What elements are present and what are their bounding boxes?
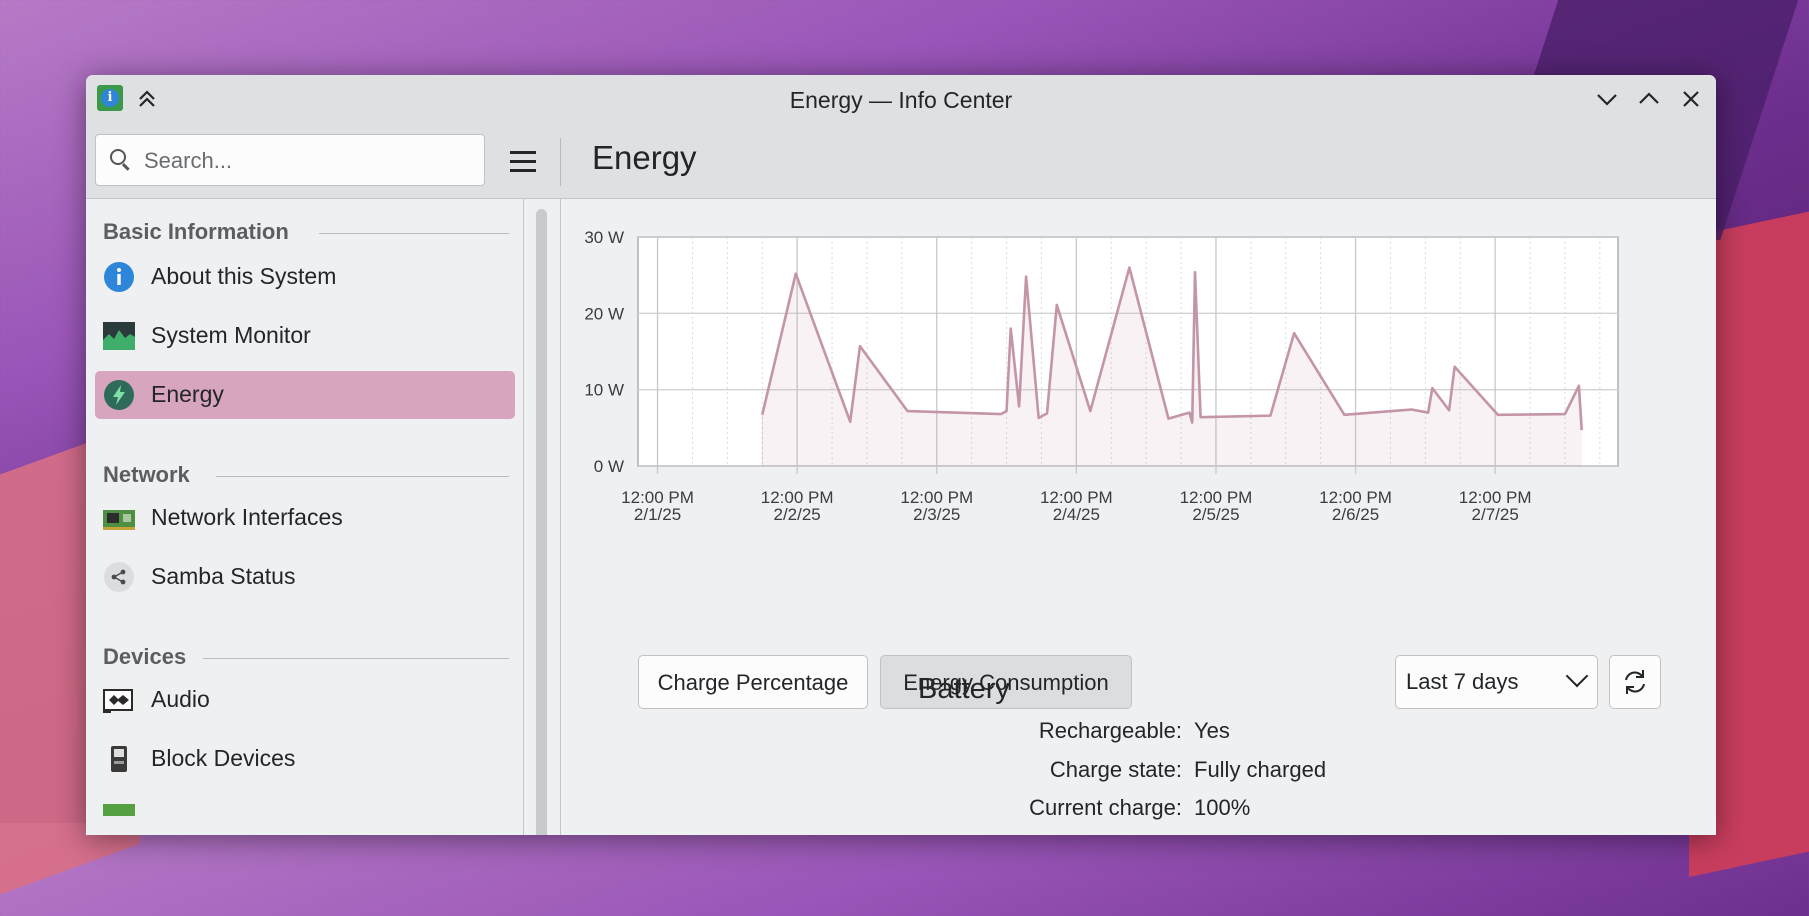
sidebar-item-label: About this System [151, 263, 337, 289]
close-button[interactable] [1677, 85, 1705, 113]
sidebar-item-system-monitor[interactable]: System Monitor [95, 312, 515, 360]
x-tick-date: 2/3/25 [913, 505, 960, 524]
x-tick-date: 2/7/25 [1472, 505, 1519, 524]
battery-heading: Battery [918, 673, 1010, 705]
keep-above-button[interactable] [133, 85, 161, 113]
info-center-window: Energy — Info Center i Energy Basic Info [86, 75, 1716, 835]
y-tick-label: 0 W [594, 457, 624, 476]
current-charge-label: Current charge: [1029, 795, 1182, 820]
header-separator [560, 138, 561, 186]
section-basic-information: Basic Information [103, 219, 289, 244]
hamburger-icon [510, 151, 536, 154]
x-tick-date: 2/5/25 [1192, 505, 1239, 524]
sidebar-item-label: Audio [151, 686, 210, 712]
x-tick-time: 12:00 PM [761, 488, 834, 507]
x-tick-time: 12:00 PM [1180, 488, 1253, 507]
energy-consumption-button[interactable]: Energy Consumption [880, 655, 1132, 709]
x-tick-date: 2/2/25 [774, 505, 821, 524]
x-tick-date: 2/6/25 [1332, 505, 1379, 524]
refresh-button[interactable] [1609, 655, 1661, 709]
chevron-down-icon [1597, 94, 1617, 106]
sidebar-item-label: System Monitor [151, 322, 311, 348]
time-range-select[interactable]: Last 7 days [1395, 655, 1598, 709]
sidebar-item-label: Network Interfaces [151, 504, 343, 530]
maximize-button[interactable] [1635, 85, 1663, 113]
energy-icon [104, 380, 134, 410]
section-divider [203, 658, 509, 659]
series-area [762, 267, 1582, 466]
chevron-up-icon [1639, 92, 1659, 104]
section-devices: Devices [103, 644, 187, 669]
section-divider [319, 233, 509, 234]
app-icon[interactable]: i [97, 85, 123, 111]
sidebar-item-audio[interactable]: Audio [95, 676, 515, 724]
current-charge-value: 100% [1194, 795, 1251, 820]
x-tick-date: 2/4/25 [1053, 505, 1100, 524]
sidebar-item-label: Block Devices [151, 745, 296, 771]
time-range-value: Last 7 days [1406, 669, 1519, 694]
double-chevron-up-icon [139, 90, 155, 107]
info-icon [104, 262, 134, 292]
charge-state-label: Charge state: [1049, 757, 1182, 782]
sidebar-item-about-this-system[interactable]: About this System [95, 253, 515, 301]
sidebar-item-block-devices[interactable]: Block Devices [95, 735, 515, 783]
y-tick-label: 10 W [584, 381, 624, 400]
y-tick-label: 20 W [584, 304, 624, 323]
close-icon [1683, 91, 1699, 107]
search-input[interactable] [142, 143, 476, 179]
sidebar-item-label: Samba Status [151, 563, 296, 589]
charge-state-value: Fully charged [1194, 757, 1327, 782]
charge-percentage-button[interactable]: Charge Percentage [638, 655, 868, 709]
sidebar-item-network-interfaces[interactable]: Network Interfaces [95, 494, 515, 542]
section-divider [216, 476, 509, 477]
search-field[interactable] [95, 134, 485, 186]
sidebar-item-partial[interactable] [95, 794, 515, 835]
scrollbar-thumb[interactable] [536, 209, 547, 835]
sidebar-item-label: Energy [151, 381, 224, 407]
search-icon [110, 149, 126, 165]
energy-content: 0 W 10 W 20 W 30 W 12:00 PM 2/1/25 12:00 PM 2/2… [561, 199, 1716, 835]
sidebar-item-samba-status[interactable]: Samba Status [95, 553, 515, 601]
section-network: Network [103, 462, 190, 487]
rechargeable-value: Yes [1194, 718, 1230, 743]
page-title: Energy [592, 139, 697, 176]
sidebar: Basic Information About this System Syst… [86, 199, 524, 835]
header-toolbar: Energy [86, 125, 1716, 199]
device-icon [103, 804, 135, 816]
hamburger-menu-button[interactable] [500, 139, 544, 183]
titlebar: Energy — Info Center i [86, 75, 1716, 125]
x-tick-time: 12:00 PM [621, 488, 694, 507]
y-tick-label: 30 W [584, 228, 624, 247]
rechargeable-label: Rechargeable: [1038, 718, 1182, 743]
sidebar-item-energy[interactable]: Energy [95, 371, 515, 419]
system-monitor-icon [103, 322, 135, 350]
sidebar-scrollbar[interactable] [524, 199, 561, 835]
refresh-icon [1625, 670, 1645, 694]
x-tick-date: 2/1/25 [634, 505, 681, 524]
x-tick-time: 12:00 PM [1040, 488, 1113, 507]
window-title: Energy — Info Center [789, 87, 1013, 113]
x-tick-time: 12:00 PM [900, 488, 973, 507]
network-card-icon [103, 510, 135, 530]
x-tick-time: 12:00 PM [1319, 488, 1392, 507]
minimize-button[interactable] [1593, 85, 1621, 113]
audio-card-icon [103, 689, 133, 713]
info-icon: i [101, 89, 119, 107]
x-tick-time: 12:00 PM [1459, 488, 1532, 507]
series-line [760, 266, 1584, 431]
share-icon [104, 562, 134, 592]
block-device-icon [111, 746, 127, 772]
chevron-down-icon [1565, 664, 1589, 688]
